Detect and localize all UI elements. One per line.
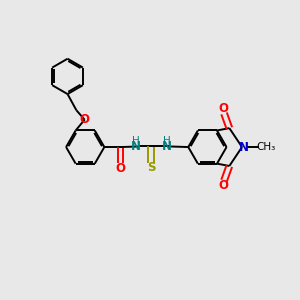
Text: H: H [163,136,170,146]
Text: N: N [238,141,248,154]
Text: CH₃: CH₃ [256,142,275,152]
Text: S: S [147,161,155,174]
Text: O: O [218,102,229,115]
Text: O: O [116,162,126,175]
Text: N: N [161,140,172,153]
Text: O: O [218,179,229,192]
Text: H: H [132,136,140,146]
Text: N: N [131,140,141,153]
Text: O: O [80,113,90,126]
